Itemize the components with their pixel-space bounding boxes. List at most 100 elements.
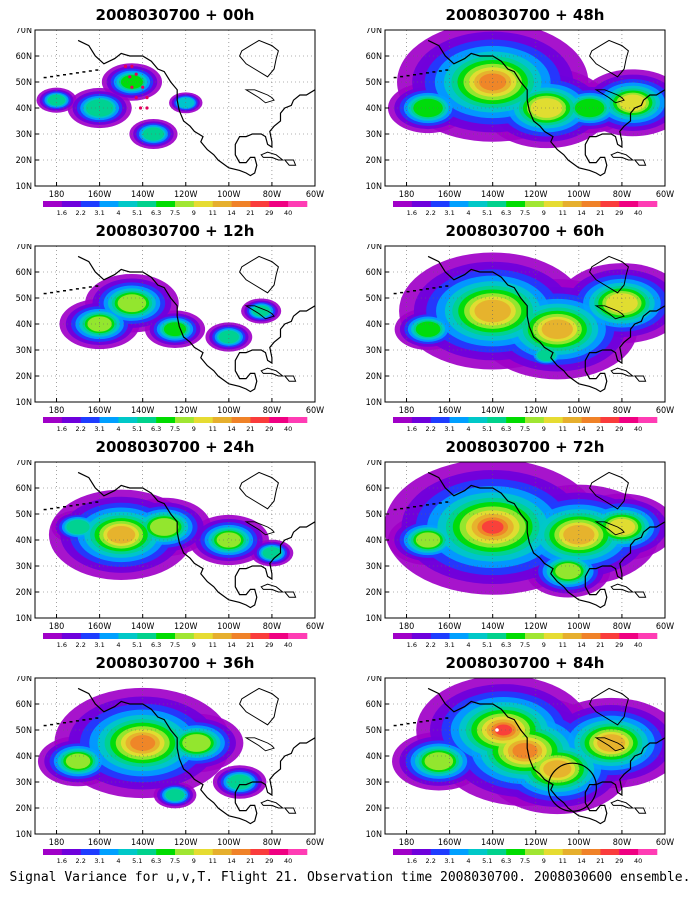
- svg-text:2.2: 2.2: [426, 209, 436, 217]
- svg-text:9: 9: [192, 425, 196, 433]
- svg-text:40: 40: [634, 641, 642, 649]
- svg-text:120W: 120W: [174, 838, 197, 848]
- svg-text:160W: 160W: [88, 622, 111, 632]
- svg-text:6.3: 6.3: [151, 857, 161, 865]
- svg-text:2.2: 2.2: [76, 641, 86, 649]
- svg-text:20N: 20N: [16, 156, 32, 166]
- svg-text:20N: 20N: [16, 372, 32, 382]
- svg-text:5.1: 5.1: [482, 857, 492, 865]
- svg-text:5.1: 5.1: [482, 641, 492, 649]
- svg-text:11: 11: [209, 425, 217, 433]
- svg-text:20N: 20N: [366, 156, 382, 166]
- svg-text:7.5: 7.5: [170, 857, 180, 865]
- svg-text:11: 11: [559, 857, 567, 865]
- svg-text:20N: 20N: [366, 588, 382, 598]
- svg-text:60W: 60W: [306, 190, 324, 200]
- svg-text:10N: 10N: [366, 182, 382, 192]
- map-84h: 70N 60N 50N 40N 30N 20N 10N 180 160W 140W 120W 100W…: [366, 676, 675, 865]
- svg-text:40N: 40N: [16, 320, 32, 330]
- svg-text:7.5: 7.5: [520, 857, 530, 865]
- svg-text:70N: 70N: [16, 28, 32, 36]
- svg-text:120W: 120W: [174, 406, 197, 416]
- svg-text:140W: 140W: [131, 190, 154, 200]
- svg-text:120W: 120W: [524, 622, 547, 632]
- svg-text:2.2: 2.2: [426, 857, 436, 865]
- svg-text:160W: 160W: [88, 838, 111, 848]
- svg-text:1.6: 1.6: [57, 425, 67, 433]
- svg-text:11: 11: [209, 857, 217, 865]
- svg-text:60W: 60W: [656, 838, 674, 848]
- svg-text:9: 9: [542, 209, 546, 217]
- svg-text:160W: 160W: [438, 190, 461, 200]
- svg-text:80W: 80W: [613, 190, 631, 200]
- svg-text:14: 14: [577, 425, 585, 433]
- svg-text:21: 21: [246, 425, 254, 433]
- svg-text:20N: 20N: [16, 588, 32, 598]
- svg-text:4: 4: [466, 209, 470, 217]
- panel-84h: 2008030700 + 84h 70N 60N 50N 40N 30N 20N 10N 18…: [355, 654, 695, 869]
- svg-text:40N: 40N: [366, 320, 382, 330]
- svg-text:60N: 60N: [16, 268, 32, 278]
- svg-text:6.3: 6.3: [501, 641, 511, 649]
- svg-text:14: 14: [227, 641, 235, 649]
- svg-text:11: 11: [209, 641, 217, 649]
- svg-text:50N: 50N: [16, 78, 32, 88]
- svg-text:140W: 140W: [481, 622, 504, 632]
- svg-text:29: 29: [265, 209, 273, 217]
- svg-text:80W: 80W: [263, 622, 281, 632]
- svg-text:7.5: 7.5: [520, 425, 530, 433]
- svg-text:50N: 50N: [366, 78, 382, 88]
- svg-text:9: 9: [542, 641, 546, 649]
- svg-text:100W: 100W: [567, 406, 590, 416]
- svg-text:11: 11: [559, 425, 567, 433]
- svg-text:140W: 140W: [131, 406, 154, 416]
- svg-text:6.3: 6.3: [501, 857, 511, 865]
- svg-text:3.1: 3.1: [94, 857, 104, 865]
- svg-text:10N: 10N: [16, 614, 32, 624]
- svg-text:2.2: 2.2: [76, 425, 86, 433]
- panel-title: 2008030700 + 00h: [95, 6, 255, 24]
- svg-text:160W: 160W: [438, 838, 461, 848]
- svg-text:160W: 160W: [88, 190, 111, 200]
- svg-text:2.2: 2.2: [76, 857, 86, 865]
- panel-title: 2008030700 + 84h: [445, 654, 605, 672]
- svg-text:10N: 10N: [16, 182, 32, 192]
- svg-text:6.3: 6.3: [151, 209, 161, 217]
- svg-text:3.1: 3.1: [444, 209, 454, 217]
- svg-text:5.1: 5.1: [482, 425, 492, 433]
- svg-text:80W: 80W: [263, 406, 281, 416]
- svg-text:4: 4: [466, 857, 470, 865]
- svg-text:70N: 70N: [16, 460, 32, 468]
- svg-text:21: 21: [596, 857, 604, 865]
- svg-text:9: 9: [192, 641, 196, 649]
- svg-text:3.1: 3.1: [94, 209, 104, 217]
- svg-text:160W: 160W: [438, 622, 461, 632]
- svg-text:7.5: 7.5: [170, 425, 180, 433]
- svg-text:70N: 70N: [16, 676, 32, 684]
- svg-text:21: 21: [596, 425, 604, 433]
- svg-text:40: 40: [284, 425, 292, 433]
- svg-text:50N: 50N: [366, 510, 382, 520]
- svg-text:180: 180: [399, 190, 414, 200]
- svg-text:2.2: 2.2: [76, 209, 86, 217]
- svg-text:4: 4: [466, 641, 470, 649]
- svg-text:1.6: 1.6: [407, 425, 417, 433]
- svg-text:7.5: 7.5: [170, 209, 180, 217]
- svg-text:4: 4: [466, 425, 470, 433]
- map-00h: 70N 60N 50N 40N 30N 20N 10N 180 160W 140W 120W 100W…: [16, 28, 325, 217]
- svg-text:6.3: 6.3: [501, 425, 511, 433]
- svg-text:29: 29: [265, 641, 273, 649]
- svg-text:40: 40: [284, 209, 292, 217]
- svg-text:180: 180: [399, 406, 414, 416]
- svg-text:60N: 60N: [366, 52, 382, 62]
- svg-text:5.1: 5.1: [132, 425, 142, 433]
- map-36h: 70N 60N 50N 40N 30N 20N 10N 180 160W 140W 120W 100W…: [16, 676, 325, 865]
- svg-text:5.1: 5.1: [482, 209, 492, 217]
- svg-text:10N: 10N: [366, 398, 382, 408]
- svg-text:20N: 20N: [366, 372, 382, 382]
- svg-text:140W: 140W: [131, 838, 154, 848]
- svg-text:100W: 100W: [217, 190, 240, 200]
- svg-text:4: 4: [116, 641, 120, 649]
- svg-text:29: 29: [265, 857, 273, 865]
- svg-text:70N: 70N: [16, 244, 32, 252]
